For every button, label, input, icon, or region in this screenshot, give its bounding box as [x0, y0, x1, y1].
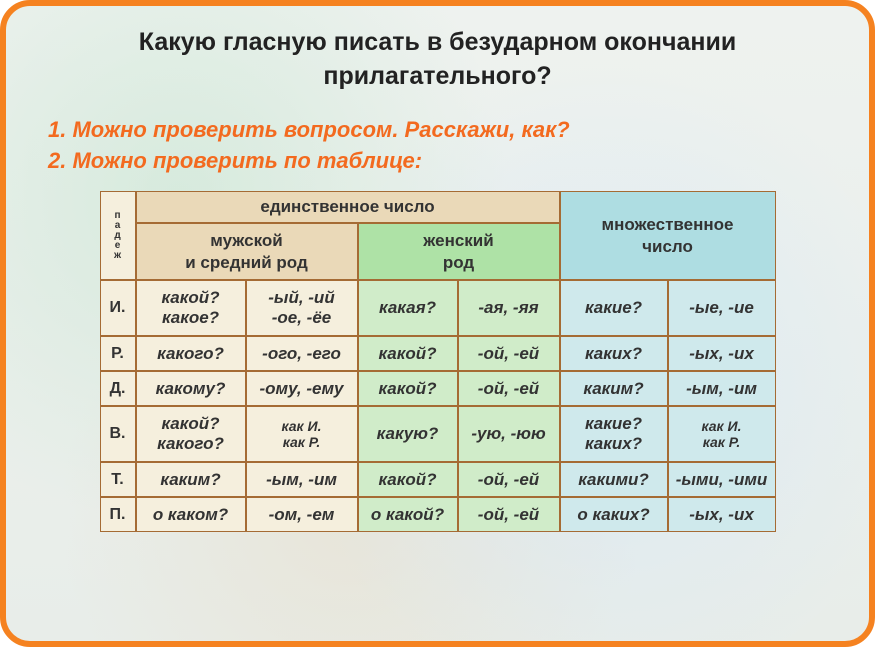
d-q3: каким?: [560, 371, 668, 406]
row-accusative: В. какой? какого? как И. как Р. какую? -…: [100, 406, 776, 462]
v-e2: -ую, -юю: [458, 406, 560, 462]
t-e1: -ым, -им: [246, 462, 358, 497]
d-q1: какому?: [136, 371, 246, 406]
row-dative: Д. какому? -ому, -ему какой? -ой, -ей ка…: [100, 371, 776, 406]
d-e1: -ому, -ему: [246, 371, 358, 406]
v-q2: какую?: [358, 406, 458, 462]
p-q3: о каких?: [560, 497, 668, 532]
case-v: В.: [100, 406, 136, 462]
d-e2: -ой, -ей: [458, 371, 560, 406]
case-i: И.: [100, 280, 136, 336]
rule-1: 1. Можно проверить вопросом. Расскажи, к…: [48, 114, 827, 146]
p-q2: о какой?: [358, 497, 458, 532]
i-q3: какие?: [560, 280, 668, 336]
title-line-1: Какую гласную писать в безударном оконча…: [139, 28, 736, 56]
case-t: Т.: [100, 462, 136, 497]
r-q3: каких?: [560, 336, 668, 371]
t-e2: -ой, -ей: [458, 462, 560, 497]
singular-header: единственное число: [136, 191, 560, 223]
case-header: п а д е ж: [100, 191, 136, 280]
p-q1: о каком?: [136, 497, 246, 532]
r-e2: -ой, -ей: [458, 336, 560, 371]
t-e3: -ыми, -ими: [668, 462, 776, 497]
d-e3: -ым, -им: [668, 371, 776, 406]
row-nominative: И. какой? какое? -ый, -ий -ое, -ёе какая…: [100, 280, 776, 336]
case-r: Р.: [100, 336, 136, 371]
case-p: П.: [100, 497, 136, 532]
p-e3: -ых, -их: [668, 497, 776, 532]
r-q1: какого?: [136, 336, 246, 371]
r-e3: -ых, -их: [668, 336, 776, 371]
t-q1: каким?: [136, 462, 246, 497]
row-genitive: Р. какого? -ого, -его какой? -ой, -ей ка…: [100, 336, 776, 371]
v-e1: как И. как Р.: [246, 406, 358, 462]
rules-block: 1. Можно проверить вопросом. Расскажи, к…: [48, 114, 827, 178]
declension-table: п а д е ж единственное число мужской и с…: [100, 191, 776, 532]
p-e1: -ом, -ем: [246, 497, 358, 532]
v-q3: какие? каких?: [560, 406, 668, 462]
case-d: Д.: [100, 371, 136, 406]
t-q2: какой?: [358, 462, 458, 497]
row-prepositional: П. о каком? -ом, -ем о какой? -ой, -ей о…: [100, 497, 776, 532]
masc-header: мужской и средний род: [136, 223, 358, 280]
i-e1: -ый, -ий -ое, -ёе: [246, 280, 358, 336]
v-q1: какой? какого?: [136, 406, 246, 462]
i-e3: -ые, -ие: [668, 280, 776, 336]
p-e2: -ой, -ей: [458, 497, 560, 532]
r-q2: какой?: [358, 336, 458, 371]
plural-header: множественное число: [560, 191, 776, 280]
v-e3: как И. как Р.: [668, 406, 776, 462]
header-row-1: п а д е ж единственное число мужской и с…: [100, 191, 776, 280]
t-q3: какими?: [560, 462, 668, 497]
i-q2: какая?: [358, 280, 458, 336]
row-instrumental: Т. каким? -ым, -им какой? -ой, -ей каким…: [100, 462, 776, 497]
page: Какую гласную писать в безударном оконча…: [0, 0, 875, 647]
page-title: Какую гласную писать в безударном оконча…: [48, 26, 827, 94]
i-e2: -ая, -яя: [458, 280, 560, 336]
rule-2: 2. Можно проверить по таблице:: [48, 145, 827, 177]
i-q1: какой? какое?: [136, 280, 246, 336]
fem-header: женский род: [358, 223, 560, 280]
r-e1: -ого, -его: [246, 336, 358, 371]
d-q2: какой?: [358, 371, 458, 406]
title-line-2: прилагательного?: [323, 62, 551, 90]
